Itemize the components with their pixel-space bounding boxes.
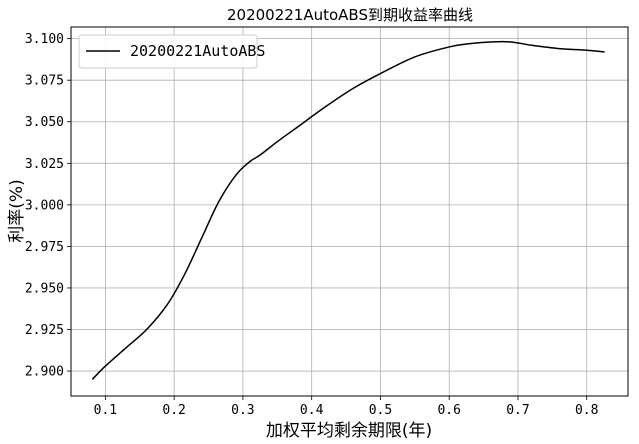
series-line — [91, 40, 605, 380]
legend: 20200221AutoABS — [78, 34, 265, 69]
y-tick-label: 2.950 — [25, 281, 64, 296]
legend-box — [78, 34, 258, 69]
plot-frame — [70, 26, 629, 397]
y-tick-label: 3.100 — [25, 32, 64, 47]
x-tick-label: 0.7 — [506, 403, 529, 418]
y-tick-label: 2.900 — [25, 365, 64, 380]
y-tick-label: 2.975 — [25, 240, 64, 255]
legend-label: 20200221AutoABS — [130, 42, 265, 60]
y-tick-label: 3.075 — [25, 74, 64, 89]
y-tick-label: 3.000 — [25, 198, 64, 213]
x-tick-label: 0.1 — [94, 403, 117, 418]
x-tick-label: 0.3 — [231, 403, 254, 418]
x-tick-label: 0.8 — [575, 403, 598, 418]
x-axis-label: 加权平均剩余期限(年) — [266, 421, 432, 441]
x-axis-ticks: 0.1 0.2 0.3 0.4 0.5 0.6 0.7 0.8 — [94, 396, 598, 418]
x-tick-label: 0.6 — [437, 403, 460, 418]
x-tick-label: 0.2 — [162, 403, 185, 418]
y-tick-label: 3.025 — [25, 157, 64, 172]
chart-title: 20200221AutoABS到期收益率曲线 — [227, 6, 473, 24]
x-tick-label: 0.4 — [300, 403, 324, 418]
y-axis-label: 利率(%) — [7, 179, 27, 242]
y-axis-ticks: 2.900 2.925 2.950 2.975 3.000 3.025 3.050 3.075… — [25, 32, 71, 380]
y-tick-label: 3.050 — [25, 115, 64, 130]
grid — [71, 27, 628, 396]
y-tick-label: 2.925 — [25, 323, 64, 338]
x-tick-label: 0.5 — [369, 403, 392, 418]
plot-lines — [91, 40, 605, 380]
